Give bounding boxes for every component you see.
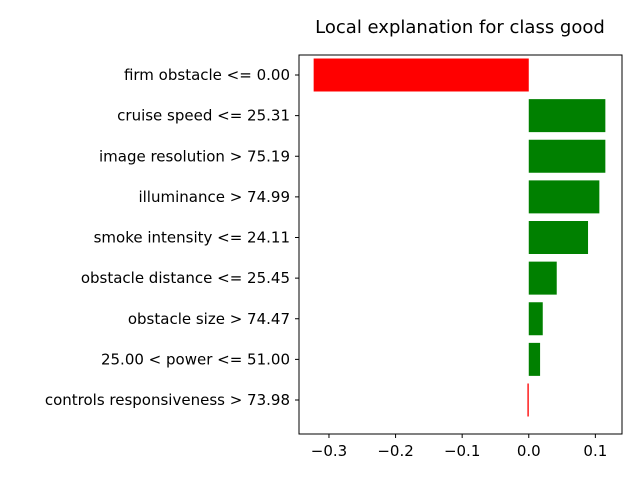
bar [528, 302, 543, 336]
bar [528, 342, 541, 376]
bar [528, 221, 589, 254]
bar [528, 180, 600, 214]
x-tick-label: 0.1 [583, 442, 607, 460]
y-tick-label: smoke intensity <= 24.11 [94, 229, 290, 247]
bar [528, 99, 606, 133]
y-tick-label: cruise speed <= 25.31 [117, 107, 290, 125]
x-tick-label: −0.1 [444, 442, 480, 460]
x-tick-label: −0.2 [377, 442, 413, 460]
y-tick-label: obstacle size > 74.47 [128, 310, 290, 328]
x-tick-label: −0.3 [311, 442, 347, 460]
y-tick-label: 25.00 < power <= 51.00 [101, 350, 290, 368]
y-tick-label: firm obstacle <= 0.00 [124, 66, 290, 84]
bar [528, 261, 557, 295]
axes-frame [298, 54, 623, 435]
y-tick-label: illuminance > 74.99 [138, 188, 290, 206]
y-tick-label: controls responsiveness > 73.98 [45, 391, 290, 409]
y-tick-label: obstacle distance <= 25.45 [81, 269, 290, 287]
x-tick-label: 0.0 [517, 442, 541, 460]
bar [313, 58, 529, 92]
y-tick-label: image resolution > 75.19 [99, 147, 290, 165]
bar [527, 383, 529, 417]
chart-title: Local explanation for class good [315, 17, 605, 38]
bar [528, 139, 606, 173]
bars-group [313, 58, 606, 417]
y-tick-labels: firm obstacle <= 0.00 cruise speed <= 25.… [45, 66, 299, 409]
x-tick-labels: −0.3 −0.2 −0.1 0.0 0.1 [311, 434, 607, 460]
